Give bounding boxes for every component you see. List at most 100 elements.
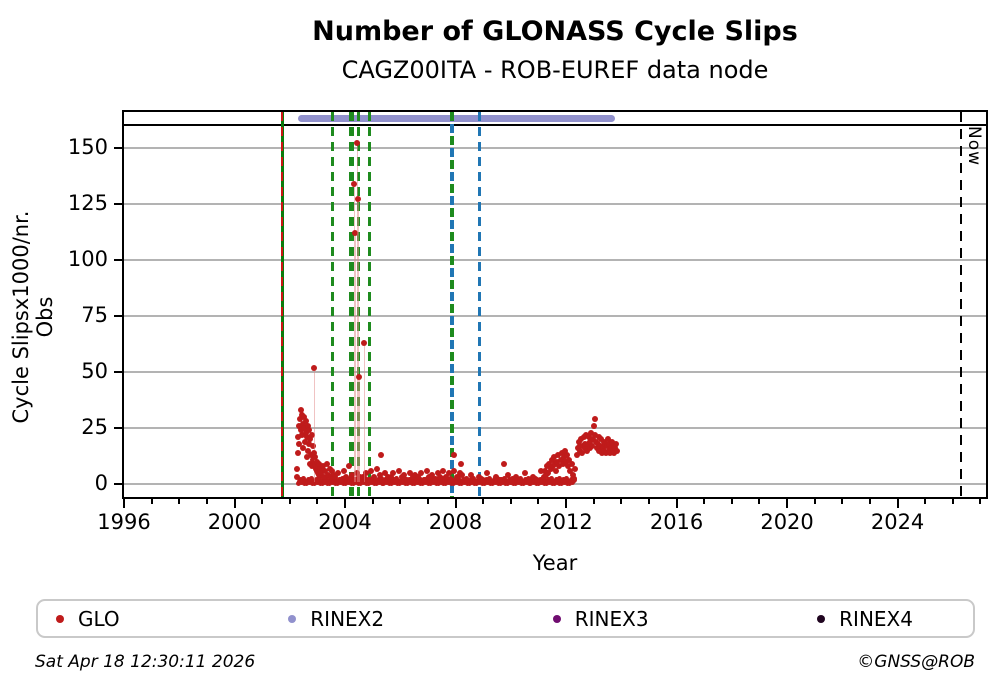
x-minor-tick <box>924 499 927 504</box>
y-axis-title: Cycle Slipsx1000/nr. Obs <box>9 210 57 424</box>
y-tick-label: 75 <box>81 303 108 328</box>
x-minor-tick <box>178 499 181 504</box>
event-line <box>331 112 335 497</box>
data-point <box>561 447 568 454</box>
data-point <box>565 463 572 470</box>
data-point <box>570 476 577 483</box>
data-point <box>351 180 358 187</box>
data-point <box>390 470 397 476</box>
data-point <box>362 470 369 476</box>
now-line <box>959 112 962 497</box>
outlier-stem <box>357 202 359 482</box>
glo-marker-icon <box>56 614 64 623</box>
data-point <box>550 454 557 461</box>
data-point <box>590 422 597 429</box>
data-point <box>574 452 581 459</box>
data-point <box>423 467 430 474</box>
data-point <box>315 461 322 468</box>
legend-label: RINEX4 <box>839 606 913 631</box>
data-point <box>459 472 466 479</box>
data-point <box>569 472 576 479</box>
data-point <box>301 413 308 420</box>
rinex2-availability-bar <box>298 115 616 122</box>
legend-item-rinex4: RINEX4 <box>817 607 913 631</box>
data-point <box>429 472 436 479</box>
data-point <box>303 418 310 425</box>
x-major-tick <box>233 499 236 508</box>
data-point <box>563 458 570 465</box>
data-point <box>467 472 474 479</box>
data-point <box>299 420 306 427</box>
data-point <box>359 474 366 481</box>
x-minor-tick <box>758 499 761 504</box>
plot-area: Now <box>122 110 988 499</box>
event-line <box>478 112 482 497</box>
data-point <box>401 472 408 479</box>
data-point <box>348 472 355 479</box>
y-tick <box>114 202 122 205</box>
data-point <box>589 443 596 450</box>
event-line <box>349 112 355 497</box>
data-point <box>579 449 586 456</box>
x-tick-label: 2004 <box>318 510 372 534</box>
timestamp: Sat Apr 18 12:30:11 2026 <box>35 652 256 672</box>
data-point <box>437 474 444 481</box>
x-minor-tick <box>813 499 816 504</box>
x-tick-label: 1996 <box>97 510 151 534</box>
data-point <box>426 474 433 481</box>
data-point <box>365 476 372 483</box>
data-point <box>500 461 507 468</box>
y-tick <box>114 483 122 486</box>
data-point <box>592 431 599 438</box>
data-point <box>505 472 512 479</box>
data-point <box>567 467 574 474</box>
data-point <box>312 454 319 461</box>
gridline <box>124 315 986 318</box>
x-major-tick <box>123 499 125 508</box>
data-point <box>305 427 312 434</box>
data-point <box>298 427 305 434</box>
data-point <box>406 470 413 476</box>
data-point <box>346 463 353 470</box>
data-point <box>445 470 452 476</box>
x-major-tick <box>896 499 899 508</box>
rinex3-marker-icon <box>552 614 561 623</box>
x-major-tick <box>565 499 568 508</box>
x-tick-label: 2008 <box>428 510 483 534</box>
data-point <box>513 474 520 481</box>
data-point <box>351 230 358 237</box>
outlier-stem <box>363 345 365 482</box>
x-minor-tick <box>647 499 650 504</box>
data-point <box>463 476 470 483</box>
x-tick-label: 2012 <box>539 510 593 534</box>
data-point <box>294 465 301 472</box>
copyright: ©GNSS@ROB <box>857 652 975 672</box>
y-tick-label: 50 <box>81 359 108 384</box>
data-point <box>613 440 620 447</box>
legend-label: RINEX3 <box>574 606 649 631</box>
data-point <box>395 467 402 474</box>
data-point <box>566 456 573 463</box>
x-minor-tick <box>288 499 291 504</box>
x-minor-tick <box>399 499 402 504</box>
data-point <box>356 373 363 380</box>
data-point <box>354 140 361 147</box>
x-minor-tick <box>868 499 871 504</box>
chart-title: Number of GLONASS Cycle Slips <box>312 16 798 47</box>
legend-item-rinex3: RINEX3 <box>552 606 649 631</box>
x-minor-tick <box>979 499 982 504</box>
data-point <box>343 474 350 481</box>
data-point <box>301 438 308 445</box>
data-point <box>558 449 565 456</box>
data-point <box>560 454 567 461</box>
event-line-red-overlay <box>281 112 284 497</box>
legend-item-glo: GLO <box>56 607 120 631</box>
data-point <box>584 447 591 454</box>
y-tick-label: 125 <box>67 190 108 215</box>
gridline <box>124 427 986 430</box>
data-point <box>608 438 615 445</box>
data-point <box>300 425 307 432</box>
gridline <box>124 202 986 205</box>
outlier-stem <box>359 379 361 482</box>
x-minor-tick <box>951 499 954 504</box>
